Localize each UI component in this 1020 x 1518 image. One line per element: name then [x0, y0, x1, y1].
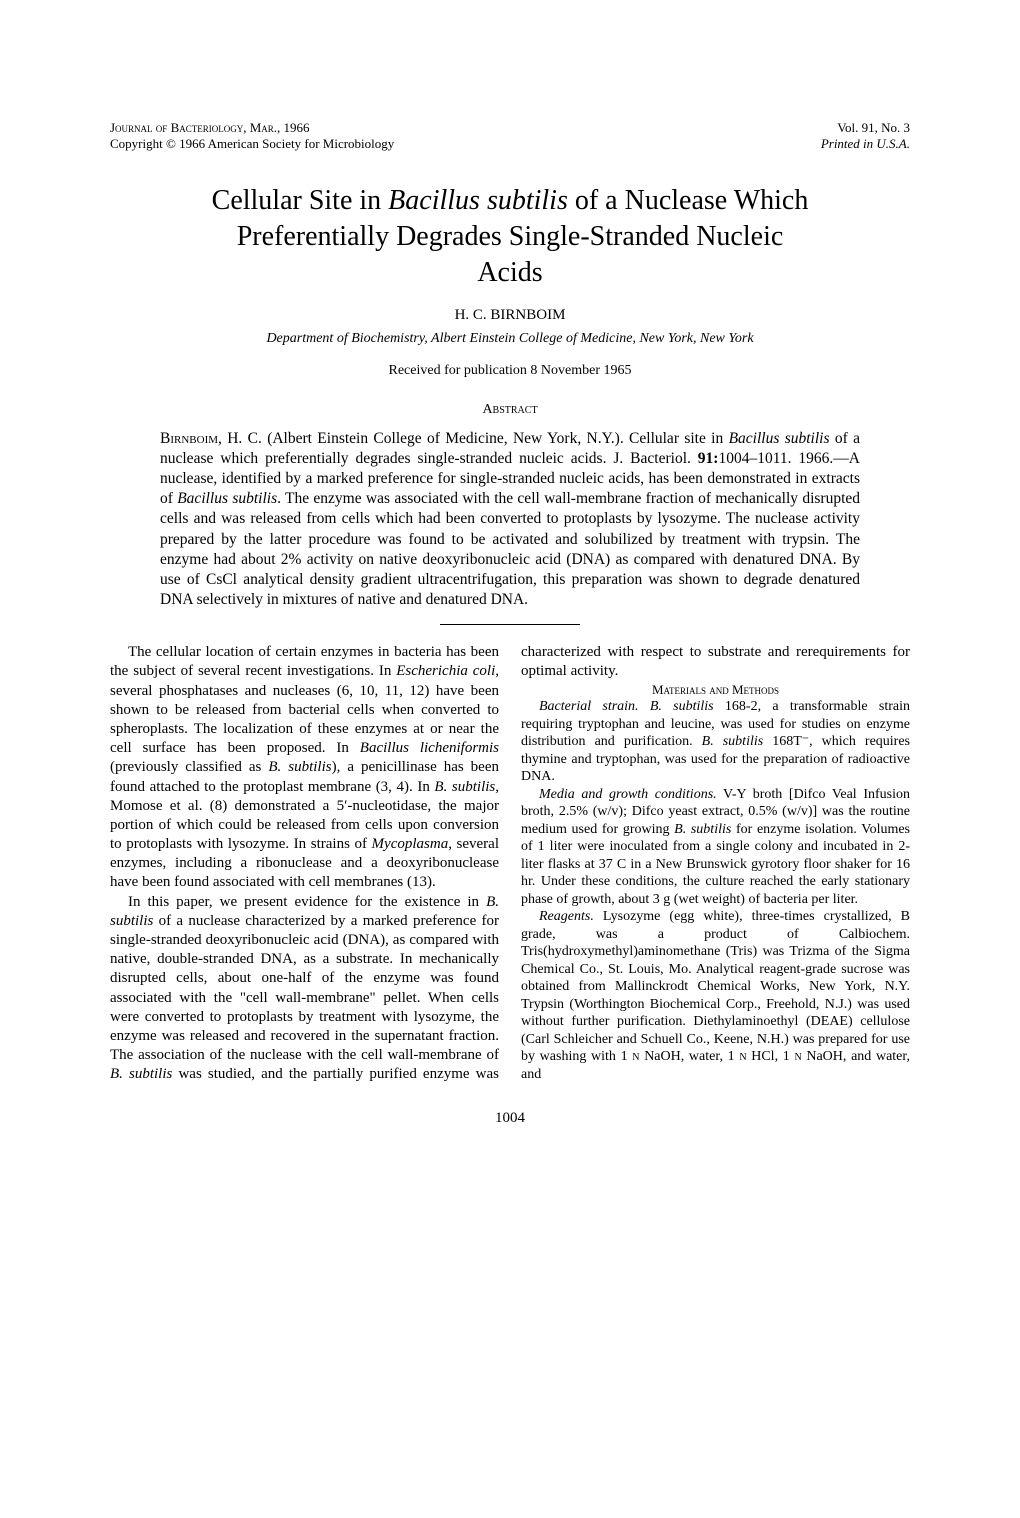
methods-heading: Materials and Methods	[521, 682, 910, 699]
article-title: Cellular Site in Bacillus subtilis of a …	[110, 183, 910, 292]
printed-in: Printed in U.S.A.	[821, 136, 910, 152]
header-right: Vol. 91, No. 3 Printed in U.S.A.	[821, 120, 910, 153]
running-header: Journal of Bacteriology, Mar., 1966 Copy…	[110, 120, 910, 153]
page-number: 1004	[110, 1109, 910, 1128]
author-affiliation: Department of Biochemistry, Albert Einst…	[110, 330, 910, 348]
abstract-body: Birnboim, H. C. (Albert Einstein College…	[160, 429, 860, 610]
methods-paragraph-1: Bacterial strain. B. subtilis 168-2, a t…	[521, 698, 910, 786]
copyright-line: Copyright © 1966 American Society for Mi…	[110, 136, 394, 152]
methods-paragraph-2: Media and growth conditions. V-Y broth […	[521, 786, 910, 909]
author-name: H. C. BIRNBOIM	[110, 306, 910, 325]
volume-issue: Vol. 91, No. 3	[821, 120, 910, 136]
journal-name: Journal of Bacteriology, Mar., 1966	[110, 120, 394, 136]
abstract-divider	[440, 624, 580, 625]
header-left: Journal of Bacteriology, Mar., 1966 Copy…	[110, 120, 394, 153]
body-columns: The cellular location of certain enzymes…	[110, 643, 910, 1084]
body-paragraph-1: The cellular location of certain enzymes…	[110, 643, 499, 892]
abstract-heading: Abstract	[110, 401, 910, 419]
methods-paragraph-3: Reagents. Lysozyme (egg white), three-ti…	[521, 908, 910, 1083]
received-date: Received for publication 8 November 1965	[110, 362, 910, 380]
